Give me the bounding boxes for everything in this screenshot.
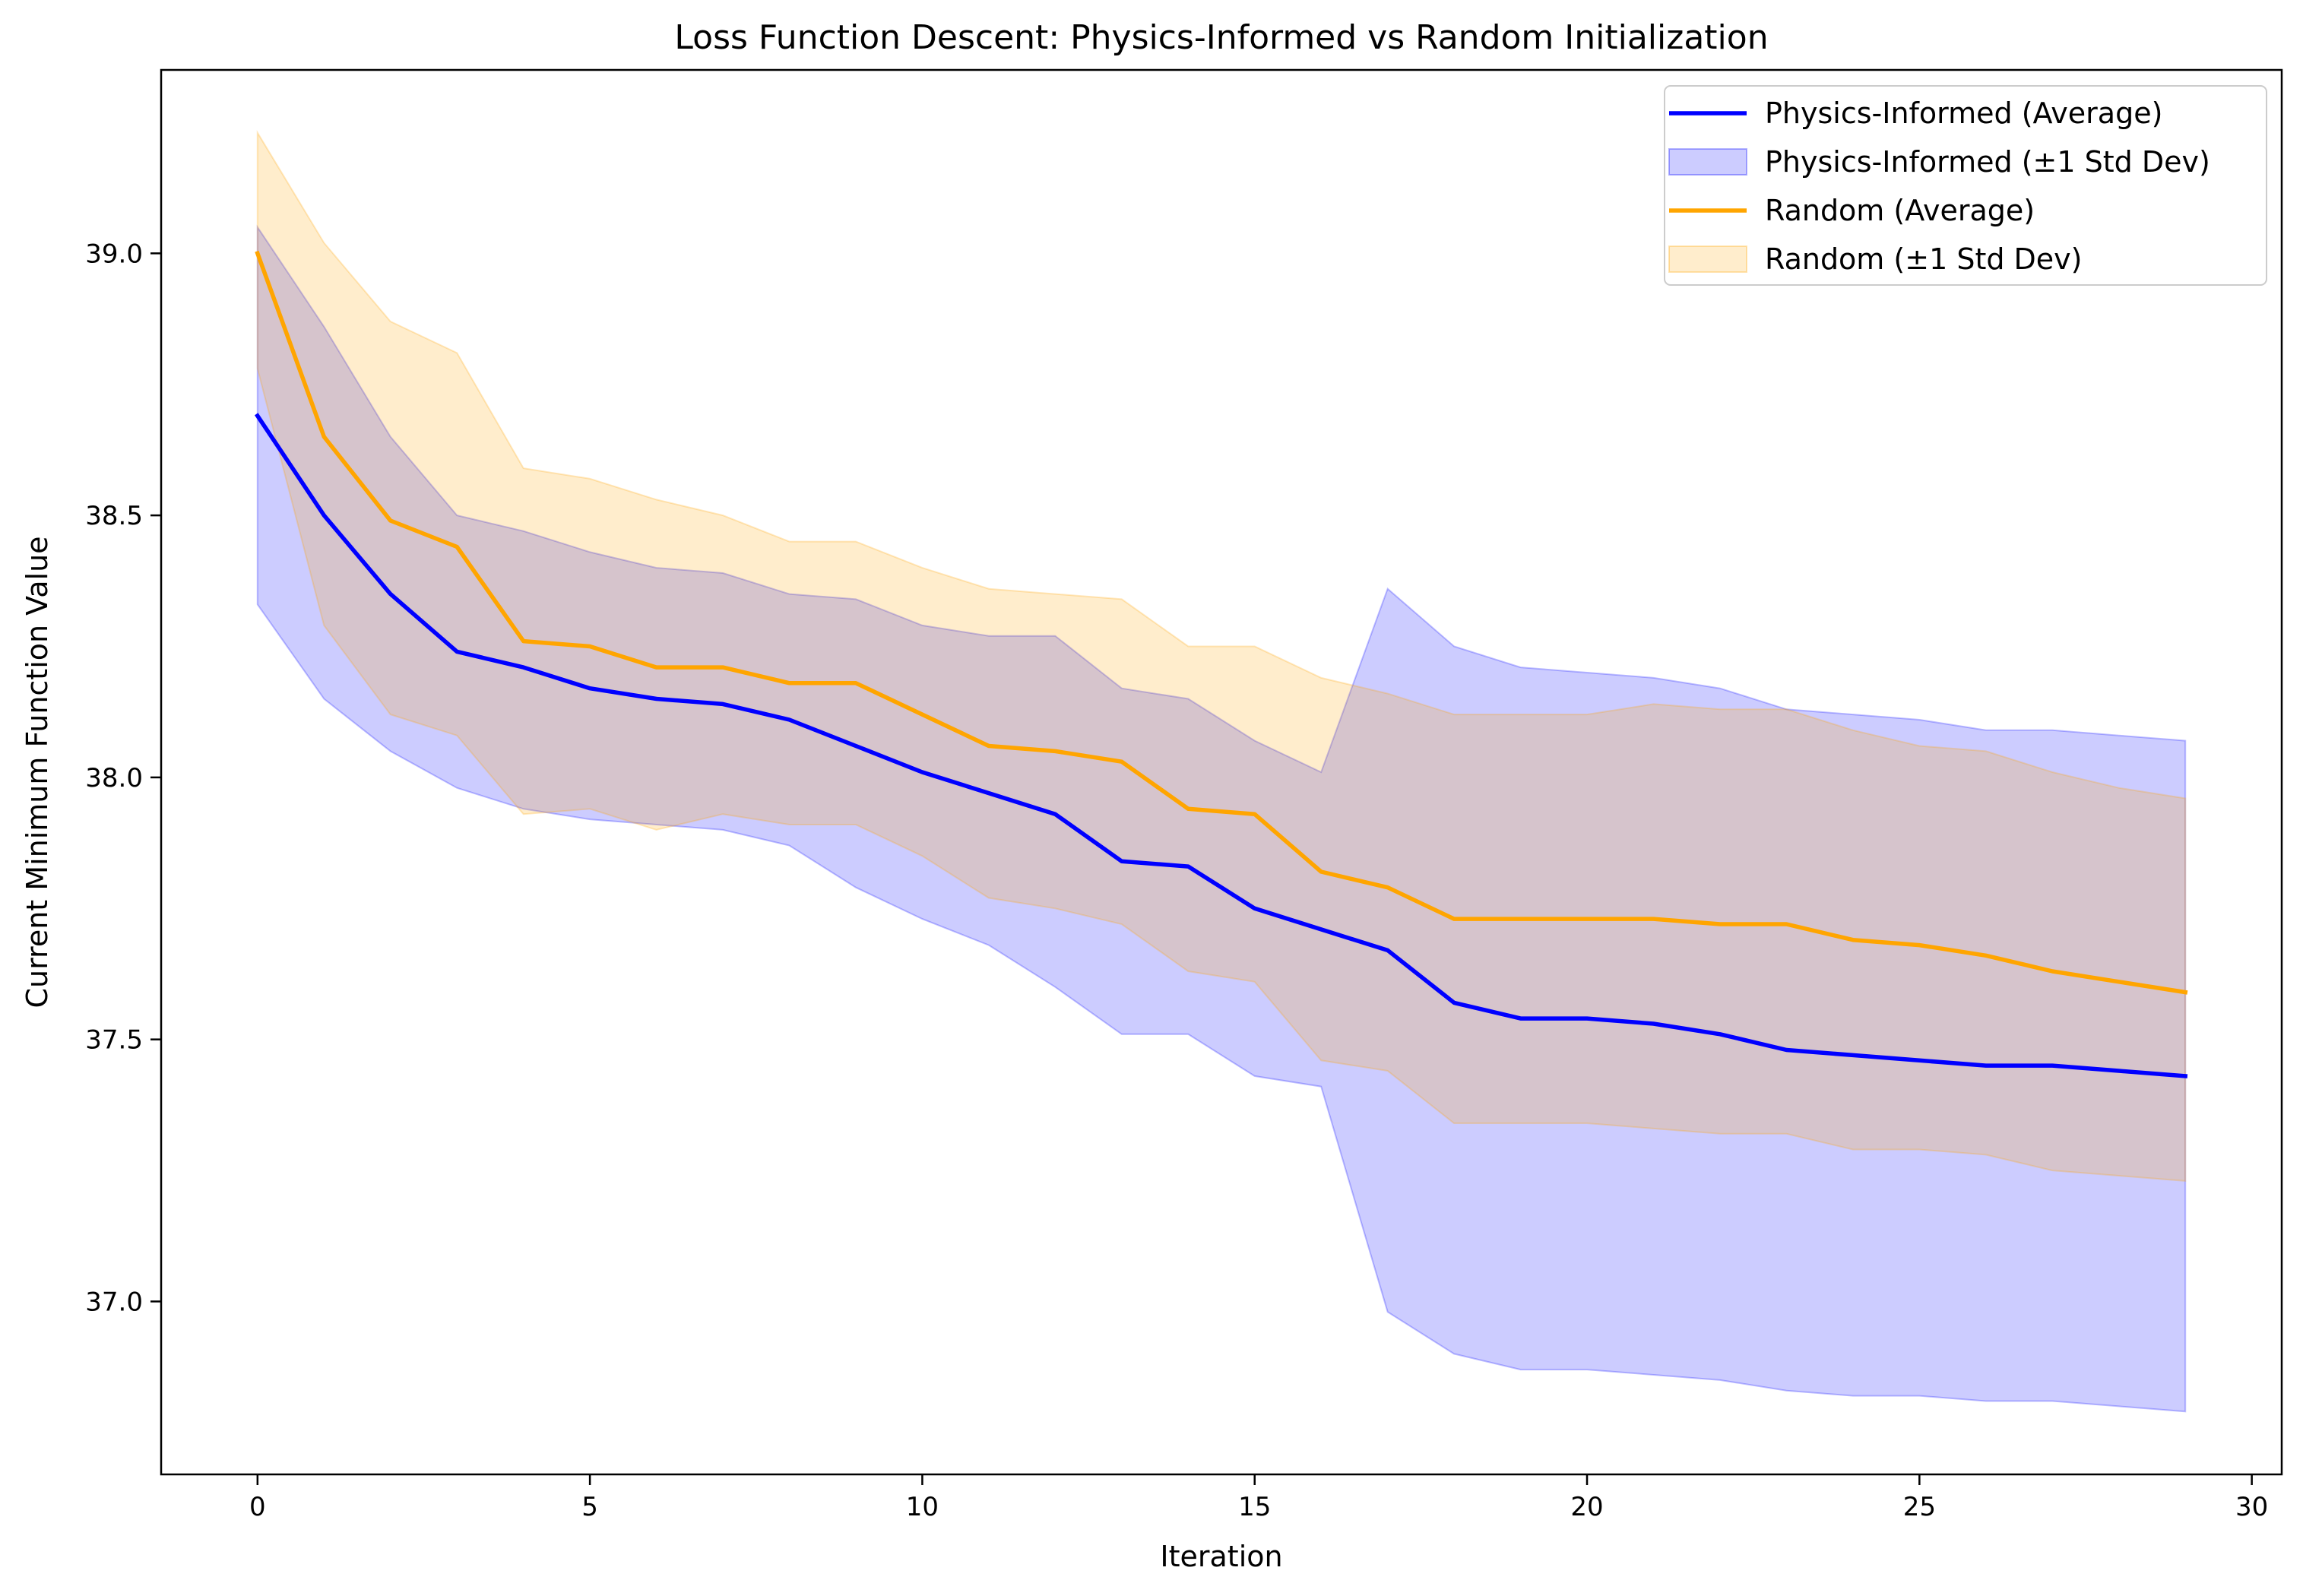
legend-label: Physics-Informed (±1 Std Dev) xyxy=(1765,145,2210,179)
x-tick-label: 15 xyxy=(1238,1492,1271,1522)
x-tick-label: 10 xyxy=(906,1492,939,1522)
x-axis-ticks: 0 5 10 15 20 25 30 xyxy=(249,1474,2268,1522)
legend-band-swatch xyxy=(1668,148,1747,176)
x-tick-label: 5 xyxy=(581,1492,598,1522)
legend-label: Random (Average) xyxy=(1765,194,2035,227)
y-tick-label: 37.0 xyxy=(85,1287,143,1317)
x-tick-label: 25 xyxy=(1903,1492,1936,1522)
x-tick-label: 0 xyxy=(249,1492,266,1522)
series-line-random-average xyxy=(255,250,2188,995)
x-tick-label: 30 xyxy=(2235,1492,2268,1522)
series-line-physics-informed-average xyxy=(254,413,2188,1078)
legend-box xyxy=(1664,85,2267,286)
chart-title: Loss Function Descent: Physics-Informed … xyxy=(674,18,1768,57)
band-physics-informed-average xyxy=(256,224,2187,1413)
legend-band-swatch xyxy=(1668,245,1747,273)
y-tick-label: 37.5 xyxy=(85,1025,143,1056)
y-tick-label: 39.0 xyxy=(85,239,143,269)
legend-label: Random (±1 Std Dev) xyxy=(1765,242,2083,276)
y-tick-label: 38.0 xyxy=(85,763,143,793)
y-tick-label: 38.5 xyxy=(85,501,143,531)
x-tick-label: 20 xyxy=(1570,1492,1603,1522)
x-axis-label: Iteration xyxy=(1160,1540,1282,1573)
y-axis-label: Current Minimum Function Value xyxy=(21,536,54,1008)
legend: Physics-Informed (Average) Physics-Inform… xyxy=(1664,85,2267,286)
plot-area xyxy=(254,130,2188,1413)
plot-frame xyxy=(160,68,2283,1476)
band-random-average xyxy=(256,130,2187,1182)
legend-label: Physics-Informed (Average) xyxy=(1765,97,2162,130)
y-axis-ticks: 37.0 37.5 38.0 38.5 39.0 xyxy=(85,239,161,1317)
